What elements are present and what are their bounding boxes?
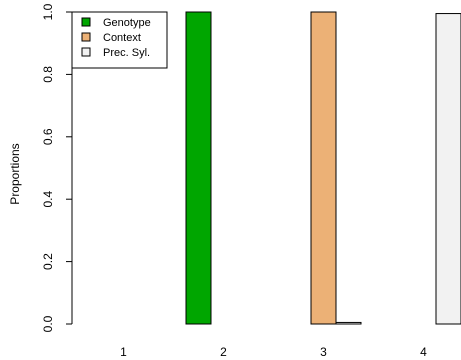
y-tick-label: 0.4 <box>41 191 55 208</box>
legend-box <box>71 11 168 69</box>
bar-prec-syl-3 <box>335 321 362 325</box>
x-tick-label: 1 <box>120 345 127 359</box>
legend-label: Context <box>103 32 141 44</box>
legend: Genotype Context Prec. Syl. <box>71 11 168 69</box>
x-tick-label: 2 <box>220 345 227 359</box>
y-tick-label: 1.0 <box>41 3 55 20</box>
y-tick-label: 0.0 <box>41 315 55 332</box>
x-axis-labels: 1 2 3 4 <box>120 345 427 359</box>
bar-genotype-2 <box>185 11 212 325</box>
y-axis-title: Proportions <box>8 143 22 204</box>
legend-swatch <box>81 17 91 27</box>
bars <box>185 11 461 325</box>
bar-prec-syl-4 <box>435 13 461 325</box>
y-tick-label: 0.2 <box>41 253 55 270</box>
legend-label: Prec. Syl. <box>103 47 150 59</box>
y-axis: 0.0 0.2 0.4 0.6 0.8 1.0 <box>41 3 73 332</box>
legend-label: Genotype <box>103 17 151 29</box>
legend-swatch <box>81 47 91 57</box>
y-tick-label: 0.8 <box>41 66 55 83</box>
legend-swatch <box>81 32 91 42</box>
y-tick-label: 0.6 <box>41 128 55 145</box>
x-tick-label: 4 <box>420 345 427 359</box>
bar-context-3 <box>310 11 337 325</box>
x-tick-label: 3 <box>320 345 327 359</box>
